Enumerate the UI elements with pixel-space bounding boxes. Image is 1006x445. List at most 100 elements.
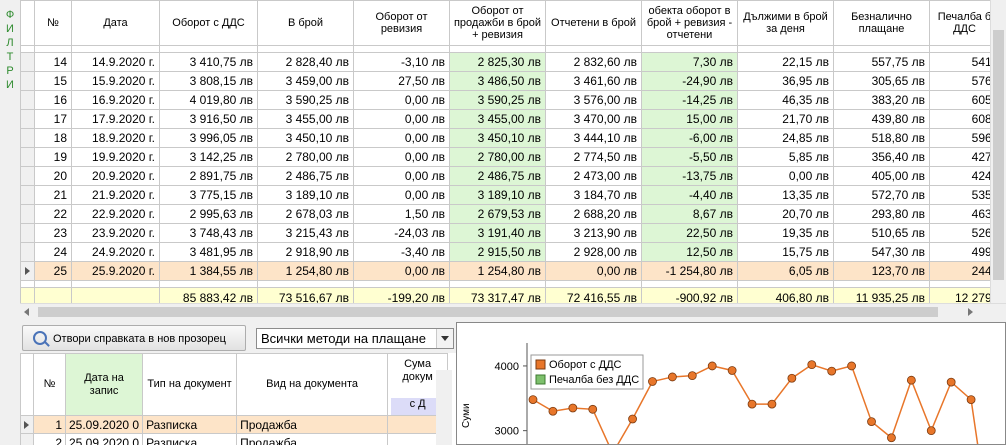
column-header[interactable]: Дата bbox=[71, 0, 160, 46]
table-cell[interactable]: 18 bbox=[34, 128, 72, 148]
doc-cell[interactable]: Разписка bbox=[142, 433, 238, 445]
table-cell[interactable]: -24,03 лв bbox=[353, 223, 450, 243]
table-cell[interactable]: 19.9.2020 г. bbox=[71, 147, 160, 167]
table-cell[interactable]: 3 455,00 лв bbox=[257, 109, 354, 129]
table-cell[interactable]: 0,00 лв bbox=[353, 166, 450, 186]
table-cell[interactable]: 2 780,00 лв bbox=[257, 147, 354, 167]
table-cell[interactable]: 7,30 лв bbox=[641, 52, 738, 72]
table-cell[interactable]: 3 486,50 лв bbox=[449, 71, 546, 91]
table-cell[interactable]: 576, bbox=[929, 71, 1000, 91]
table-cell[interactable]: 2 678,03 лв bbox=[257, 204, 354, 224]
table-cell[interactable]: 0,00 лв bbox=[737, 166, 834, 186]
doc-row[interactable]: 1 25.09.2020 0 Разписка Продажба bbox=[20, 415, 449, 434]
table-cell[interactable]: 3 576,00 лв bbox=[545, 90, 642, 110]
grid-horizontal-scrollbar[interactable] bbox=[20, 303, 1006, 320]
doc-column-header[interactable]: Сума докум с Д bbox=[387, 353, 449, 416]
table-cell[interactable]: 439,80 лв bbox=[833, 109, 930, 129]
table-cell[interactable]: 17 bbox=[34, 109, 72, 129]
row-indicator[interactable] bbox=[20, 242, 35, 262]
table-cell[interactable]: -5,50 лв bbox=[641, 147, 738, 167]
table-cell[interactable]: 3 189,10 лв bbox=[257, 185, 354, 205]
table-cell[interactable]: 3 996,05 лв bbox=[159, 128, 258, 148]
table-cell[interactable]: 21.9.2020 г. bbox=[71, 185, 160, 205]
table-cell[interactable]: 4 019,80 лв bbox=[159, 90, 258, 110]
table-row[interactable]: 24 24.9.2020 г. 3 481,95 лв 2 918,90 лв -3,4… bbox=[20, 242, 1000, 262]
row-indicator[interactable] bbox=[20, 261, 35, 281]
table-cell[interactable]: 2 486,75 лв bbox=[449, 166, 546, 186]
table-cell[interactable]: 8,67 лв bbox=[641, 204, 738, 224]
table-cell[interactable]: 0,00 лв bbox=[545, 261, 642, 281]
table-cell[interactable]: 25 bbox=[34, 261, 72, 281]
table-cell[interactable]: 2 825,30 лв bbox=[449, 52, 546, 72]
table-cell[interactable]: 2 688,20 лв bbox=[545, 204, 642, 224]
grid-vertical-scrollbar[interactable] bbox=[990, 0, 1006, 303]
table-cell[interactable]: 18.9.2020 г. bbox=[71, 128, 160, 148]
table-cell[interactable]: 5,85 лв bbox=[737, 147, 834, 167]
table-cell[interactable]: 596, bbox=[929, 128, 1000, 148]
column-header[interactable]: Печалба б ДДС bbox=[929, 0, 1000, 46]
table-cell[interactable]: -14,25 лв bbox=[641, 90, 738, 110]
table-cell[interactable]: -1 254,80 лв bbox=[641, 261, 738, 281]
table-cell[interactable]: 3 481,95 лв bbox=[159, 242, 258, 262]
scroll-thumb[interactable] bbox=[38, 307, 938, 317]
table-cell[interactable]: 19 bbox=[34, 147, 72, 167]
column-header[interactable]: Оборот от ревизия bbox=[353, 0, 450, 46]
table-cell[interactable]: 356,40 лв bbox=[833, 147, 930, 167]
table-cell[interactable]: 405,00 лв bbox=[833, 166, 930, 186]
table-cell[interactable]: 23 bbox=[34, 223, 72, 243]
table-cell[interactable]: 46,35 лв bbox=[737, 90, 834, 110]
table-cell[interactable]: 3 191,40 лв bbox=[449, 223, 546, 243]
table-cell[interactable]: 3 459,00 лв bbox=[257, 71, 354, 91]
doc-row[interactable]: 2 25.09.2020 0 Разписка Продажба bbox=[20, 433, 449, 445]
table-cell[interactable]: 1,50 лв bbox=[353, 204, 450, 224]
table-cell[interactable]: 605, bbox=[929, 90, 1000, 110]
doc-cell[interactable]: 2 bbox=[33, 433, 66, 445]
table-cell[interactable]: 23.9.2020 г. bbox=[71, 223, 160, 243]
table-cell[interactable]: 424, bbox=[929, 166, 1000, 186]
table-cell[interactable]: 535, bbox=[929, 185, 1000, 205]
row-indicator[interactable] bbox=[20, 90, 35, 110]
table-cell[interactable]: -3,10 лв bbox=[353, 52, 450, 72]
scroll-thumb[interactable] bbox=[993, 30, 1004, 280]
table-cell[interactable]: 14.9.2020 г. bbox=[71, 52, 160, 72]
table-cell[interactable]: 3 590,25 лв bbox=[449, 90, 546, 110]
table-cell[interactable]: 15.9.2020 г. bbox=[71, 71, 160, 91]
table-cell[interactable]: 22 bbox=[34, 204, 72, 224]
table-cell[interactable]: 0,00 лв bbox=[353, 109, 450, 129]
table-cell[interactable]: 2 915,50 лв bbox=[449, 242, 546, 262]
row-indicator[interactable] bbox=[20, 128, 35, 148]
table-cell[interactable]: 16.9.2020 г. bbox=[71, 90, 160, 110]
table-cell[interactable]: 12,50 лв bbox=[641, 242, 738, 262]
open-report-new-window-button[interactable]: Отвори справката в нов прозорец bbox=[22, 325, 246, 351]
table-cell[interactable]: 14 bbox=[34, 52, 72, 72]
table-cell[interactable]: 608, bbox=[929, 109, 1000, 129]
table-cell[interactable]: 15,00 лв bbox=[641, 109, 738, 129]
table-cell[interactable]: 25.9.2020 г. bbox=[71, 261, 160, 281]
row-indicator[interactable] bbox=[20, 52, 35, 72]
table-cell[interactable]: 0,00 лв bbox=[353, 147, 450, 167]
table-cell[interactable]: 2 679,53 лв bbox=[449, 204, 546, 224]
column-header[interactable]: Оборот от продажби в брой + ревизия bbox=[449, 0, 546, 46]
table-cell[interactable]: 27,50 лв bbox=[353, 71, 450, 91]
table-cell[interactable]: 0,00 лв bbox=[353, 128, 450, 148]
table-cell[interactable]: 0,00 лв bbox=[353, 90, 450, 110]
column-header[interactable]: Безналично плащане bbox=[833, 0, 930, 46]
row-indicator[interactable] bbox=[20, 109, 35, 129]
table-cell[interactable]: -4,40 лв bbox=[641, 185, 738, 205]
row-indicator[interactable] bbox=[20, 147, 35, 167]
table-cell[interactable]: 15 bbox=[34, 71, 72, 91]
table-cell[interactable]: 19,35 лв bbox=[737, 223, 834, 243]
table-cell[interactable]: 293,80 лв bbox=[833, 204, 930, 224]
table-cell[interactable]: 541, bbox=[929, 52, 1000, 72]
table-cell[interactable]: 2 828,40 лв bbox=[257, 52, 354, 72]
table-cell[interactable]: 2 918,90 лв bbox=[257, 242, 354, 262]
row-indicator[interactable] bbox=[20, 166, 35, 186]
table-row[interactable]: 18 18.9.2020 г. 3 996,05 лв 3 450,10 лв 0,00… bbox=[20, 128, 1000, 148]
table-cell[interactable]: 13,35 лв bbox=[737, 185, 834, 205]
table-cell[interactable]: 2 774,50 лв bbox=[545, 147, 642, 167]
table-cell[interactable]: 3 470,00 лв bbox=[545, 109, 642, 129]
table-cell[interactable]: 3 916,50 лв bbox=[159, 109, 258, 129]
scroll-right-icon[interactable] bbox=[968, 308, 973, 316]
table-cell[interactable]: 3 142,25 лв bbox=[159, 147, 258, 167]
table-cell[interactable]: 3 213,90 лв bbox=[545, 223, 642, 243]
